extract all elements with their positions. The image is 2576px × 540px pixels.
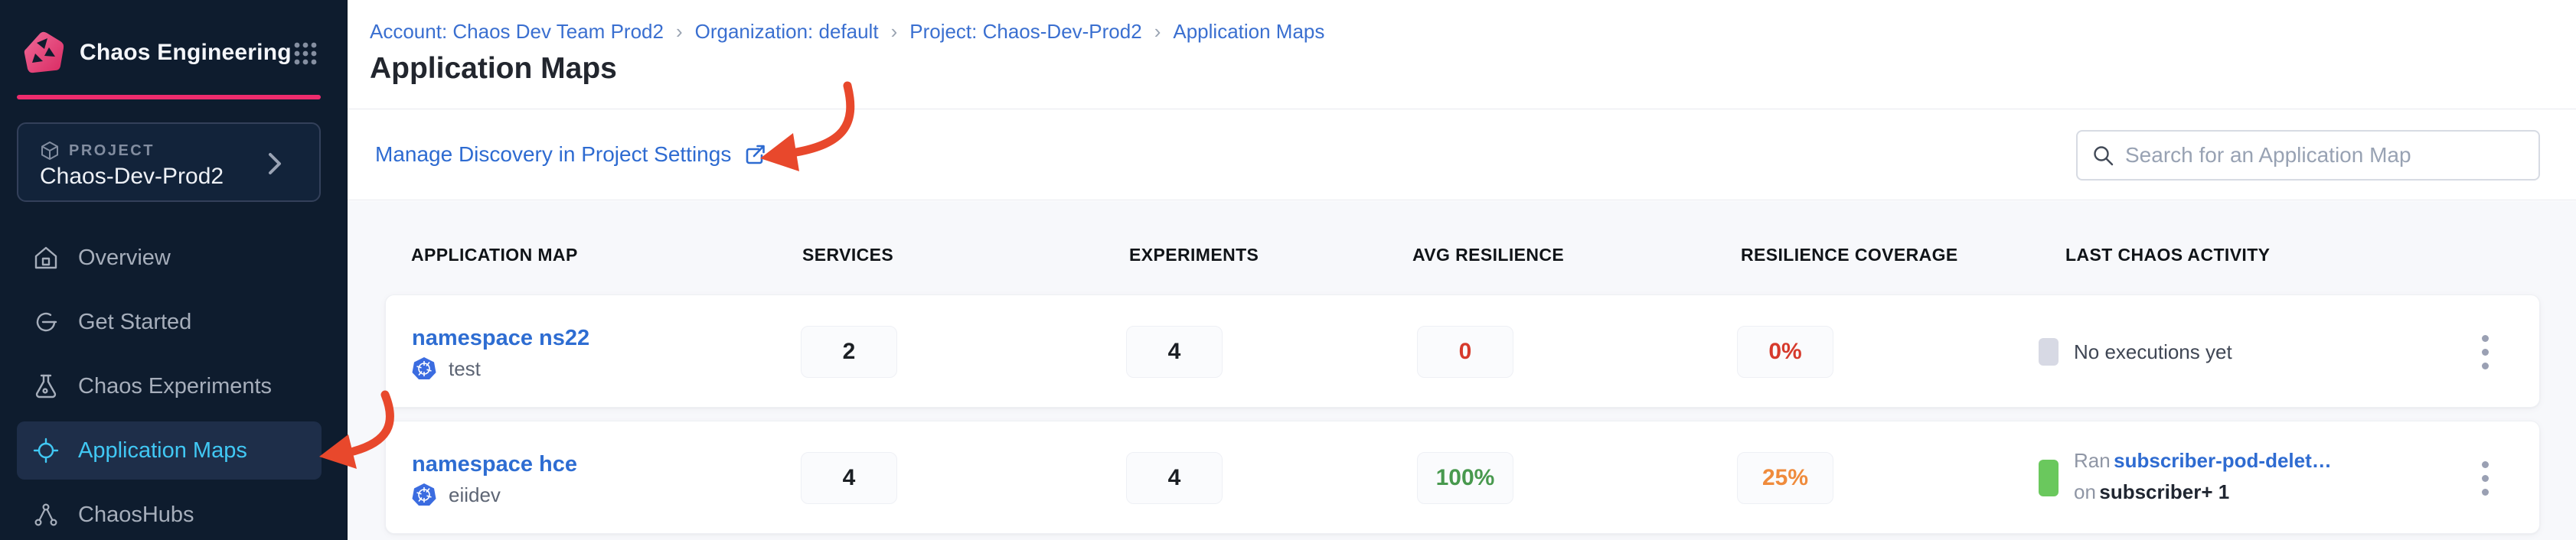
column-header-experiments: EXPERIMENTS: [1129, 245, 1259, 265]
app-title: Chaos Engineering: [80, 40, 292, 65]
activity-on-label: on: [2074, 480, 2096, 503]
breadcrumb-account-link[interactable]: Account: Chaos Dev Team Prod2: [370, 20, 664, 43]
breadcrumb-separator: ›: [1154, 20, 1161, 43]
home-icon: [34, 246, 57, 269]
search-icon: [2094, 146, 2114, 166]
breadcrumb: Account: Chaos Dev Team Prod2 › Organiza…: [370, 20, 1324, 44]
target-icon: [33, 438, 59, 464]
breadcrumb-separator: ›: [675, 20, 683, 43]
kubernetes-icon: [412, 357, 436, 379]
avg-resilience-value: 0: [1417, 326, 1513, 378]
sidebar-item-label: Get Started: [78, 309, 192, 334]
resilience-coverage-value: 0%: [1737, 326, 1833, 378]
kubernetes-icon: [412, 483, 436, 506]
services-count: 2: [801, 326, 897, 378]
breadcrumb-separator: ›: [890, 20, 898, 43]
get-started-icon: [36, 312, 57, 332]
sidebar-item-get-started[interactable]: Get Started: [17, 293, 322, 351]
column-header-services: SERVICES: [802, 245, 894, 265]
hub-icon: [34, 503, 57, 526]
activity-text: No executions yet: [2074, 340, 2232, 363]
experiments-count: 4: [1126, 452, 1223, 504]
sidebar: Chaos Engineering PROJECT: [0, 0, 348, 540]
application-map-link[interactable]: namespace hce: [412, 452, 578, 477]
row-menu-icon[interactable]: [2470, 455, 2500, 501]
main-content: Account: Chaos Dev Team Prod2 › Organiza…: [348, 0, 2576, 540]
search-box: [2076, 130, 2540, 181]
page-header: Account: Chaos Dev Team Prod2 › Organiza…: [348, 0, 2576, 109]
breadcrumb-project-link[interactable]: Project: Chaos-Dev-Prod2: [909, 20, 1142, 43]
last-chaos-activity: Ran subscriber-pod-delet… on subscriber+…: [2039, 421, 2332, 535]
experiments-count: 4: [1126, 326, 1223, 378]
activity-status-swatch: [2039, 460, 2059, 496]
page-title: Application Maps: [370, 52, 617, 85]
resilience-coverage-value: 25%: [1737, 452, 1833, 504]
sidebar-item-label: Application Maps: [78, 438, 247, 463]
manage-discovery-link[interactable]: Manage Discovery in Project Settings: [375, 142, 766, 167]
application-map-link[interactable]: namespace ns22: [412, 326, 590, 350]
sidebar-item-label: Chaos Experiments: [78, 373, 273, 398]
app-switcher-icon[interactable]: [292, 41, 318, 67]
toolbar: Manage Discovery in Project Settings: [348, 110, 2576, 200]
last-chaos-activity: No executions yet: [2039, 295, 2232, 408]
activity-experiment-link[interactable]: subscriber-pod-delet…: [2114, 449, 2332, 472]
table-row[interactable]: namespace ns22 test 2 4 0: [385, 294, 2540, 408]
flask-icon: [35, 374, 57, 398]
sidebar-item-overview[interactable]: Overview: [17, 229, 322, 287]
services-count: 4: [801, 452, 897, 504]
breadcrumb-current-link[interactable]: Application Maps: [1173, 20, 1325, 43]
chevron-right-icon: [269, 153, 281, 174]
sidebar-item-label: Overview: [78, 245, 171, 270]
namespace-label: test: [449, 356, 481, 380]
table-row[interactable]: namespace hce eiidev 4 4 10: [385, 421, 2540, 534]
column-header-resilience-coverage: RESILIENCE COVERAGE: [1741, 245, 1958, 265]
row-menu-icon[interactable]: [2470, 329, 2500, 375]
activity-status-swatch: [2039, 338, 2059, 366]
column-header-last-chaos-activity: LAST CHAOS ACTIVITY: [2065, 245, 2271, 265]
cube-icon: [41, 142, 58, 160]
external-link-icon: [746, 145, 766, 164]
breadcrumb-organization-link[interactable]: Organization: default: [694, 20, 879, 43]
sidebar-item-chaoshubs[interactable]: ChaosHubs: [17, 486, 322, 540]
activity-ran-label: Ran: [2074, 449, 2111, 472]
column-header-avg-resilience: AVG RESILIENCE: [1412, 245, 1565, 265]
manage-discovery-label: Manage Discovery in Project Settings: [375, 142, 732, 166]
search-input[interactable]: [2125, 143, 2525, 168]
avg-resilience-value: 100%: [1417, 452, 1513, 504]
application-maps-table: APPLICATION MAP SERVICES EXPERIMENTS AVG…: [348, 201, 2576, 540]
column-header-application-map: APPLICATION MAP: [411, 245, 578, 265]
module-accent-bar: [17, 95, 321, 99]
sidebar-header: Chaos Engineering: [0, 0, 348, 95]
project-name: Chaos-Dev-Prod2: [40, 164, 224, 189]
activity-target: subscriber+ 1: [2099, 480, 2230, 503]
sidebar-item-application-maps[interactable]: Application Maps: [17, 421, 322, 480]
harness-logo-icon: [24, 31, 64, 73]
project-label: PROJECT: [69, 142, 155, 159]
sidebar-item-chaos-experiments[interactable]: Chaos Experiments: [17, 357, 322, 415]
project-selector[interactable]: PROJECT Chaos-Dev-Prod2: [17, 122, 321, 202]
sidebar-item-label: ChaosHubs: [78, 502, 194, 527]
namespace-label: eiidev: [449, 483, 501, 506]
